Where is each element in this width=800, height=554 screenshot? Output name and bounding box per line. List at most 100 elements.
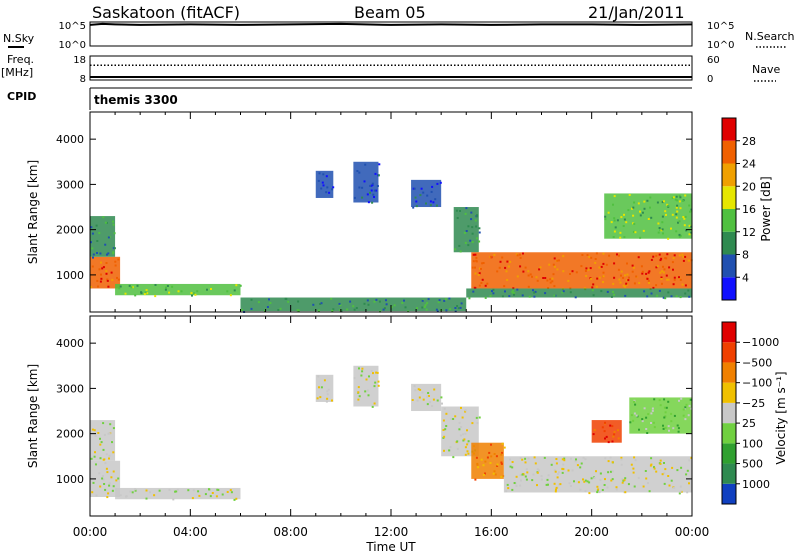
scatter-point <box>457 307 460 310</box>
scatter-point <box>661 201 664 204</box>
scatter-point <box>511 461 514 463</box>
scatter-point <box>584 490 587 493</box>
scatter-point <box>454 248 457 251</box>
scatter-point <box>639 236 642 239</box>
scatter-point <box>675 216 678 219</box>
colorbar-tick-label: 500 <box>742 458 763 471</box>
time-tick-labels: 00:00 04:00 08:00 12:00 16:00 20:00 00:00 <box>73 525 710 539</box>
scatter-point <box>637 202 640 205</box>
scatter-point <box>548 263 551 266</box>
scatter-point <box>632 266 635 269</box>
scatter-point <box>102 422 105 425</box>
scatter-point <box>352 305 355 308</box>
scatter-point <box>550 463 553 466</box>
scatter-point <box>651 407 654 410</box>
ytick-label: 1000 <box>56 473 84 486</box>
scatter-point <box>322 173 325 176</box>
scatter-point <box>125 495 127 498</box>
scatter-point <box>496 463 499 466</box>
scatter-point <box>233 498 236 501</box>
scatter-point <box>378 300 381 303</box>
scatter-point <box>104 221 107 224</box>
scatter-point <box>641 420 644 423</box>
scatter-point <box>600 290 603 293</box>
scatter-region-core <box>353 161 379 203</box>
scatter-region <box>591 420 622 444</box>
colorbar-tick-label: 20 <box>742 180 756 193</box>
scatter-point <box>91 247 94 250</box>
scatter-point <box>372 372 374 375</box>
scatter-point <box>507 487 510 490</box>
scatter-point <box>574 460 577 463</box>
scatter-point <box>419 388 422 391</box>
colorbar-tick-label: 1000 <box>742 478 770 491</box>
scatter-point <box>474 266 476 269</box>
scatter-point <box>658 227 661 229</box>
scatter-point <box>99 280 102 283</box>
scatter-point <box>235 284 238 287</box>
scatter-point <box>196 290 199 293</box>
scatter-point <box>506 279 509 281</box>
scatter-point <box>376 371 379 374</box>
scatter-point <box>264 309 266 312</box>
scatter-region-core <box>240 297 467 312</box>
scatter-point <box>641 270 644 273</box>
scatter-point <box>617 429 619 432</box>
scatter-point <box>624 285 627 288</box>
scatter-point <box>360 374 363 377</box>
scatter-point <box>657 222 660 225</box>
scatter-point <box>638 282 641 284</box>
scatter-point <box>361 367 364 370</box>
scatter-point <box>102 448 105 451</box>
scatter-point <box>112 220 114 223</box>
scatter-point <box>544 277 547 279</box>
scatter-point <box>660 229 663 232</box>
scatter-point <box>478 284 481 287</box>
scatter-point <box>318 386 320 389</box>
scatter-point <box>609 424 612 427</box>
scatter-point <box>108 457 110 460</box>
scatter-point <box>459 434 462 437</box>
scatter-point <box>628 276 630 279</box>
scatter-point <box>580 462 583 465</box>
scatter-point <box>509 465 512 468</box>
scatter-point <box>467 440 470 443</box>
scatter-point <box>176 488 179 491</box>
scatter-point <box>624 491 627 494</box>
scatter-point <box>509 458 511 461</box>
scatter-point <box>611 461 614 464</box>
scatter-point <box>591 286 594 289</box>
scatter-point <box>637 256 640 259</box>
scatter-point <box>611 478 614 481</box>
scatter-point <box>679 490 682 493</box>
freq-frame <box>89 55 693 81</box>
scatter-point <box>375 189 378 192</box>
scatter-region-core <box>411 383 442 412</box>
scatter-point <box>144 291 147 294</box>
scatter-point <box>108 484 111 487</box>
scatter-region <box>90 256 121 289</box>
scatter-point <box>489 295 492 297</box>
scatter-point <box>540 475 543 478</box>
scatter-point <box>610 295 613 298</box>
scatter-point <box>667 204 670 207</box>
scatter-point <box>97 285 99 288</box>
scatter-point <box>413 385 416 388</box>
scatter-point <box>671 213 674 216</box>
scatter-point <box>527 457 530 460</box>
nsky-series-line <box>89 22 693 26</box>
scatter-point <box>353 308 356 311</box>
scatter-point <box>680 397 683 400</box>
scatter-point <box>619 231 622 234</box>
scatter-point <box>559 483 562 486</box>
scatter-point <box>620 456 623 459</box>
scatter-point <box>478 227 481 230</box>
scatter-point <box>612 236 615 238</box>
scatter-point <box>678 194 681 197</box>
scatter-point <box>478 416 481 419</box>
scatter-point <box>673 276 676 279</box>
scatter-point <box>104 488 107 491</box>
scatter-point <box>613 262 616 265</box>
scatter-point <box>110 271 113 274</box>
scatter-region-core <box>471 442 504 479</box>
